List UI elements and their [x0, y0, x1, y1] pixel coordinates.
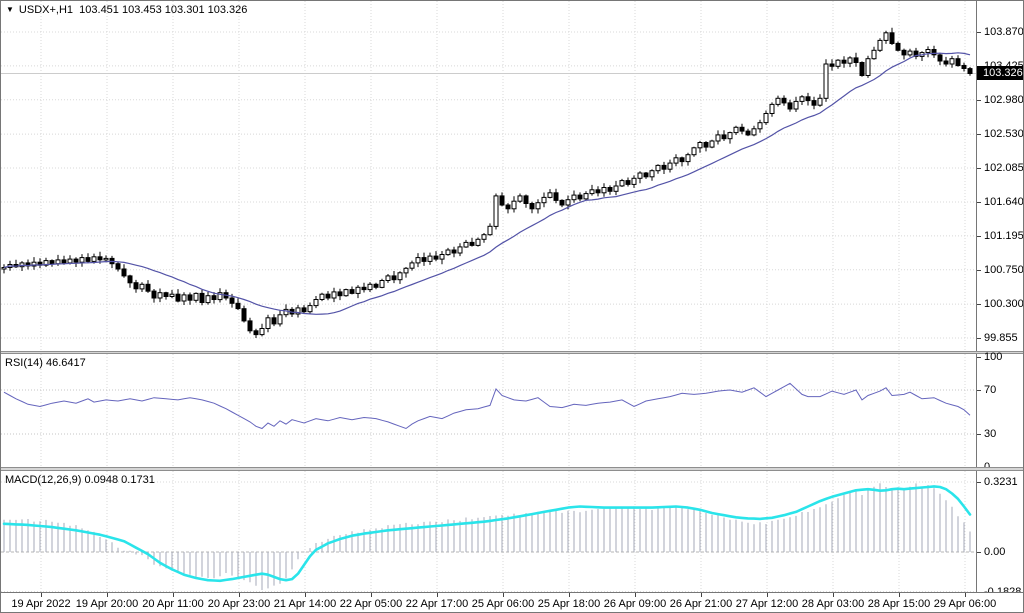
rsi-indicator-label: RSI(14) 46.6417 — [5, 357, 86, 369]
price-axis-label: 102.530 — [984, 128, 1024, 140]
price-axis-label: 100.300 — [984, 298, 1024, 310]
time-axis-label: 20 Apr 11:00 — [142, 598, 204, 610]
time-axis-tick — [41, 593, 42, 597]
symbol-timeframe-label: USDX+,H1 — [18, 4, 74, 16]
time-axis[interactable]: 19 Apr 2022 19 Apr 20:00 20 Apr 11:00 20 Ap… — [1, 592, 1023, 612]
time-axis-tick — [173, 593, 174, 597]
time-axis-label: 25 Apr 18:00 — [537, 598, 601, 610]
axis-tick — [977, 482, 981, 483]
time-axis-tick — [569, 593, 570, 597]
axis-tick — [977, 168, 981, 169]
time-axis-label: 25 Apr 06:00 — [471, 598, 535, 610]
rsi-axis[interactable]: 10070300 — [976, 351, 1023, 473]
time-axis-label: 29 Apr 06:00 — [933, 598, 997, 610]
time-axis-tick — [503, 593, 504, 597]
price-axis-label: 102.085 — [984, 162, 1024, 174]
rsi-plot[interactable] — [1, 354, 976, 467]
main-chart-plot[interactable] — [1, 1, 976, 351]
price-axis-label: 102.980 — [984, 94, 1024, 106]
axis-tick — [977, 32, 981, 33]
axis-tick — [977, 100, 981, 101]
rsi-axis-label: 30 — [984, 428, 997, 440]
time-axis-label: 26 Apr 21:00 — [669, 598, 733, 610]
price-axis-label: 101.640 — [984, 196, 1024, 208]
panel-splitter-2[interactable] — [1, 467, 1023, 471]
axis-tick — [977, 338, 981, 339]
time-axis-label: 22 Apr 17:00 — [405, 598, 469, 610]
macd-plot[interactable] — [1, 471, 976, 592]
time-axis-tick — [437, 593, 438, 597]
macd-indicator-label: MACD(12,26,9) 0.0948 0.1731 — [5, 474, 155, 486]
price-axis-label: 99.855 — [984, 332, 1018, 344]
rsi-axis-label: 100 — [984, 351, 1003, 363]
time-axis-label: 28 Apr 15:00 — [867, 598, 931, 610]
rsi-panel: RSI(14) 46.6417 10070300 — [1, 351, 1023, 473]
time-axis-label: 19 Apr 2022 — [11, 598, 71, 610]
axis-tick — [977, 236, 981, 237]
macd-panel: MACD(12,26,9) 0.0948 0.1731 0.32310.00-0… — [1, 471, 1023, 598]
main-price-panel: ▼ USDX+,H1 103.451 103.453 103.301 103.32… — [1, 1, 1024, 351]
axis-tick — [977, 304, 981, 305]
time-axis-label: 22 Apr 05:00 — [339, 598, 403, 610]
symbol-dropdown-icon[interactable]: ▼ — [6, 5, 14, 14]
time-axis-tick — [371, 593, 372, 597]
time-axis-tick — [305, 593, 306, 597]
time-axis-label: 26 Apr 09:00 — [603, 598, 667, 610]
axis-tick — [977, 357, 981, 358]
price-axis-label: 103.870 — [984, 26, 1024, 38]
axis-tick — [977, 390, 981, 391]
axis-tick — [977, 202, 981, 203]
time-axis-tick — [701, 593, 702, 597]
axis-tick — [977, 434, 981, 435]
macd-axis-label: 0.00 — [984, 546, 1006, 558]
axis-tick — [977, 552, 981, 553]
price-axis-label: 101.195 — [984, 230, 1024, 242]
axis-tick — [977, 270, 981, 271]
time-axis-tick — [107, 593, 108, 597]
time-axis-label: 20 Apr 23:00 — [207, 598, 271, 610]
panel-splitter-1[interactable] — [1, 351, 1023, 354]
time-axis-label: 28 Apr 03:00 — [801, 598, 865, 610]
macd-axis-label: 0.3231 — [984, 476, 1018, 488]
time-axis-tick — [899, 593, 900, 597]
chart-title: ▼ USDX+,H1 103.451 103.453 103.301 103.32… — [6, 4, 247, 16]
time-axis-tick — [767, 593, 768, 597]
price-axis[interactable]: 103.870103.425102.980102.530102.085101.6… — [976, 1, 1024, 351]
time-axis-tick — [833, 593, 834, 597]
time-axis-label: 27 Apr 12:00 — [735, 598, 799, 610]
price-axis-label: 100.750 — [984, 264, 1024, 276]
time-axis-label: 21 Apr 14:00 — [273, 598, 337, 610]
current-price-badge: 103.326 — [977, 66, 1023, 80]
time-axis-label: 19 Apr 20:00 — [75, 598, 139, 610]
time-axis-tick — [635, 593, 636, 597]
ohlc-readout: 103.451 103.453 103.301 103.326 — [79, 4, 248, 16]
time-axis-tick — [965, 593, 966, 597]
rsi-axis-label: 70 — [984, 384, 997, 396]
axis-tick — [977, 134, 981, 135]
time-axis-tick — [239, 593, 240, 597]
